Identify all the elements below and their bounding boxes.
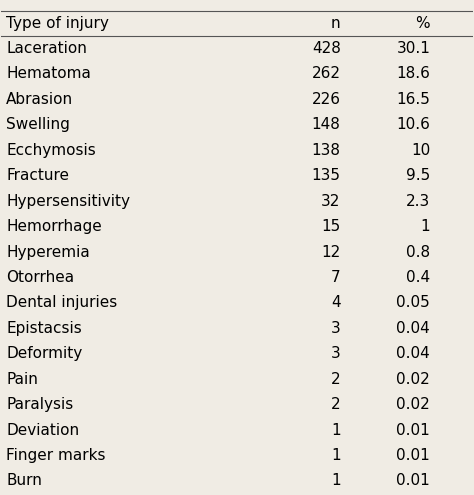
Text: 1: 1 [331, 473, 341, 489]
Text: Paralysis: Paralysis [6, 397, 73, 412]
Text: Swelling: Swelling [6, 117, 70, 132]
Text: Finger marks: Finger marks [6, 448, 106, 463]
Text: Burn: Burn [6, 473, 42, 489]
Text: 226: 226 [312, 92, 341, 107]
Text: 12: 12 [321, 245, 341, 259]
Text: %: % [416, 16, 430, 31]
Text: 0.04: 0.04 [396, 346, 430, 361]
Text: 10: 10 [411, 143, 430, 158]
Text: Laceration: Laceration [6, 41, 87, 56]
Text: Hypersensitivity: Hypersensitivity [6, 194, 130, 209]
Text: Pain: Pain [6, 372, 38, 387]
Text: 135: 135 [312, 168, 341, 183]
Text: Otorrhea: Otorrhea [6, 270, 74, 285]
Text: 10.6: 10.6 [396, 117, 430, 132]
Text: 15: 15 [321, 219, 341, 234]
Text: 0.04: 0.04 [396, 321, 430, 336]
Text: 3: 3 [331, 321, 341, 336]
Text: 0.01: 0.01 [396, 473, 430, 489]
Text: 9.5: 9.5 [406, 168, 430, 183]
Text: 0.01: 0.01 [396, 448, 430, 463]
Text: Deviation: Deviation [6, 423, 79, 438]
Text: 4: 4 [331, 296, 341, 310]
Text: 16.5: 16.5 [396, 92, 430, 107]
Text: 2: 2 [331, 372, 341, 387]
Text: 1: 1 [331, 448, 341, 463]
Text: 138: 138 [312, 143, 341, 158]
Text: Hyperemia: Hyperemia [6, 245, 90, 259]
Text: Dental injuries: Dental injuries [6, 296, 118, 310]
Text: 0.02: 0.02 [396, 372, 430, 387]
Text: 0.02: 0.02 [396, 397, 430, 412]
Text: Hematoma: Hematoma [6, 66, 91, 82]
Text: 428: 428 [312, 41, 341, 56]
Text: 7: 7 [331, 270, 341, 285]
Text: 262: 262 [312, 66, 341, 82]
Text: 0.4: 0.4 [406, 270, 430, 285]
Text: 32: 32 [321, 194, 341, 209]
Text: 3: 3 [331, 346, 341, 361]
Text: 1: 1 [420, 219, 430, 234]
Text: Type of injury: Type of injury [6, 16, 109, 31]
Text: 0.8: 0.8 [406, 245, 430, 259]
Text: Epistacsis: Epistacsis [6, 321, 82, 336]
Text: 0.05: 0.05 [396, 296, 430, 310]
Text: Hemorrhage: Hemorrhage [6, 219, 102, 234]
Text: Fracture: Fracture [6, 168, 69, 183]
Text: 2: 2 [331, 397, 341, 412]
Text: 0.01: 0.01 [396, 423, 430, 438]
Text: Ecchymosis: Ecchymosis [6, 143, 96, 158]
Text: 30.1: 30.1 [396, 41, 430, 56]
Text: 1: 1 [331, 423, 341, 438]
Text: Deformity: Deformity [6, 346, 82, 361]
Text: n: n [331, 16, 341, 31]
Text: 2.3: 2.3 [406, 194, 430, 209]
Text: Abrasion: Abrasion [6, 92, 73, 107]
Text: 18.6: 18.6 [396, 66, 430, 82]
Text: 148: 148 [312, 117, 341, 132]
